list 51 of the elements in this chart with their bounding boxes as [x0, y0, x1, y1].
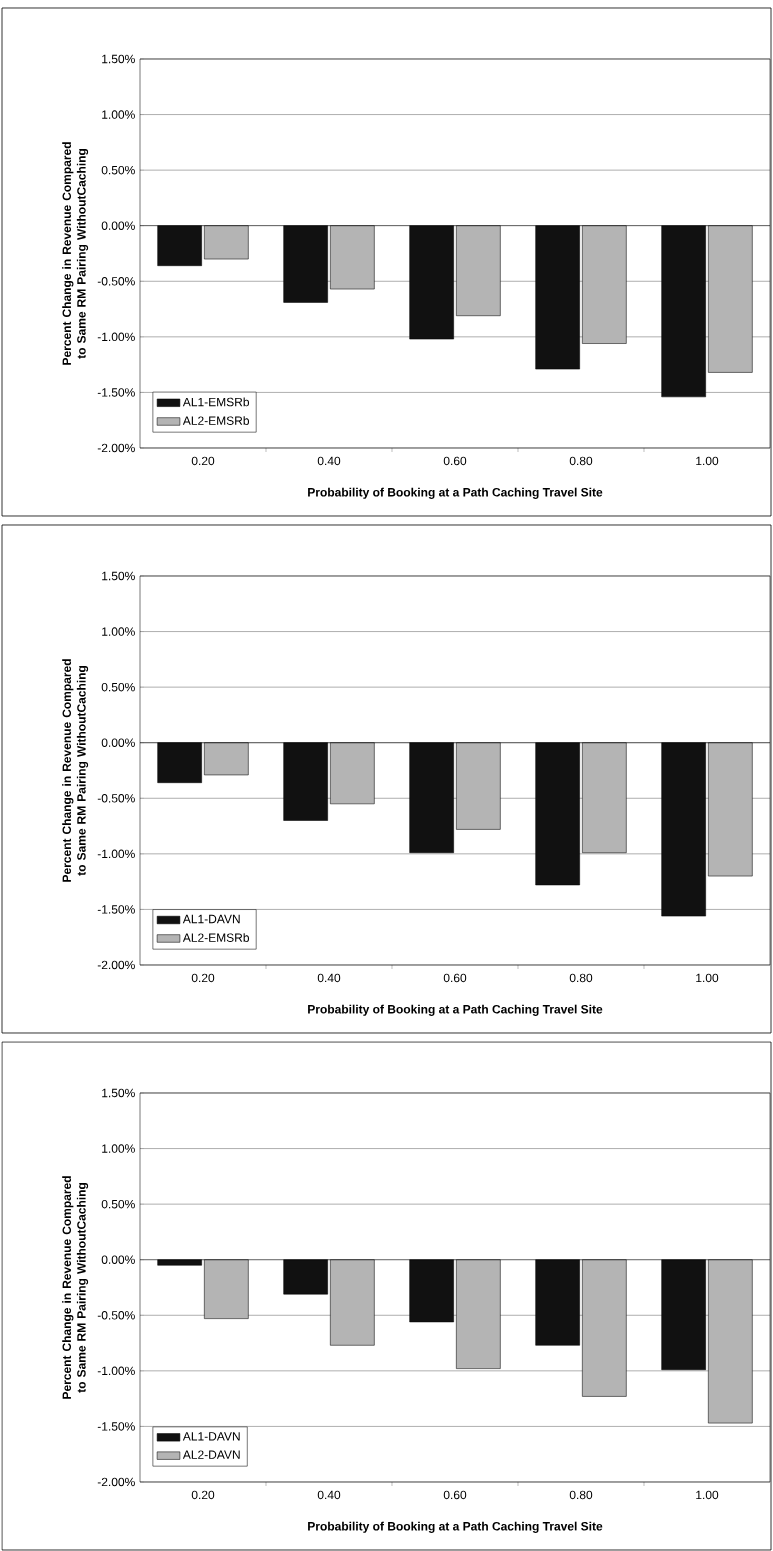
x-tick-label: 1.00: [696, 1490, 719, 1500]
y-tick-label: -1.00%: [97, 1366, 135, 1376]
y-tick-label: 0.00%: [101, 221, 135, 230]
y-tick-label: 0.00%: [101, 1255, 135, 1264]
x-tick-label: 0.40: [317, 1490, 341, 1500]
legend-label: AL1-EMSRb: [182, 397, 250, 407]
x-axis-title: Probability of Booking at a Path Caching Travel Site: [308, 1004, 603, 1016]
y-tick-label: -1.50%: [97, 1422, 135, 1431]
y-tick-label: -2.00%: [97, 443, 135, 453]
y-tick-label: 1.00%: [102, 110, 135, 119]
x-tick-label: 0.20: [191, 973, 215, 983]
y-axis-title: Percent Change in Revenue Compared to Same RM Pairing WithoutCaching: [62, 1176, 89, 1399]
y-tick-label: 1.50%: [102, 54, 135, 64]
y-tick-label: 1.00%: [102, 627, 135, 636]
legend-label: AL2-EMSRb: [182, 933, 250, 942]
y-tick-label: -1.50%: [97, 388, 135, 397]
legend-label: AL1-DAVN: [182, 1432, 240, 1441]
y-tick-label: -0.50%: [97, 277, 135, 286]
legend-label: AL2-EMSRb: [182, 416, 250, 425]
y-tick-label: 1.00%: [102, 1144, 135, 1153]
y-tick-label: -1.50%: [97, 905, 135, 914]
y-tick-label: -0.50%: [97, 1311, 135, 1320]
legend-label: AL1-DAVN: [182, 914, 240, 924]
y-tick-label: -0.50%: [97, 794, 135, 803]
x-tick-label: 0.80: [569, 456, 593, 466]
x-tick-label: 0.60: [443, 1490, 467, 1500]
x-axis-title: Probability of Booking at a Path Caching Travel Site: [308, 487, 603, 499]
y-tick-label: 0.00%: [101, 738, 135, 747]
y-tick-label: -2.00%: [97, 960, 135, 970]
x-tick-label: 0.80: [569, 1490, 593, 1500]
x-tick-label: 0.20: [191, 456, 215, 466]
y-tick-label: 0.50%: [101, 165, 135, 175]
y-tick-label: 0.50%: [101, 1199, 135, 1209]
y-axis-title: Percent Change in Revenue Compared to Same RM Pairing WithoutCaching: [62, 659, 89, 882]
y-tick-label: 1.50%: [102, 1088, 135, 1098]
x-tick-label: 1.00: [696, 973, 719, 983]
x-tick-label: 0.20: [191, 1490, 215, 1500]
y-tick-label: 0.50%: [101, 682, 135, 692]
legend-label: AL2-DAVN: [182, 1450, 240, 1459]
y-axis-title: Percent Change in Revenue Compared to Same RM Pairing WithoutCaching: [62, 142, 89, 365]
y-tick-label: -2.00%: [97, 1477, 135, 1487]
x-tick-label: 0.40: [317, 456, 341, 466]
x-axis-title: Probability of Booking at a Path Caching Travel Site: [308, 1521, 603, 1533]
x-tick-label: 0.40: [317, 973, 341, 983]
x-tick-label: 0.60: [443, 973, 467, 983]
y-tick-label: -1.00%: [97, 332, 135, 342]
x-tick-label: 1.00: [696, 456, 719, 466]
x-tick-label: 0.80: [569, 973, 593, 983]
y-tick-label: 1.50%: [102, 571, 135, 581]
y-tick-label: -1.00%: [97, 849, 135, 859]
x-tick-label: 0.60: [443, 456, 467, 466]
